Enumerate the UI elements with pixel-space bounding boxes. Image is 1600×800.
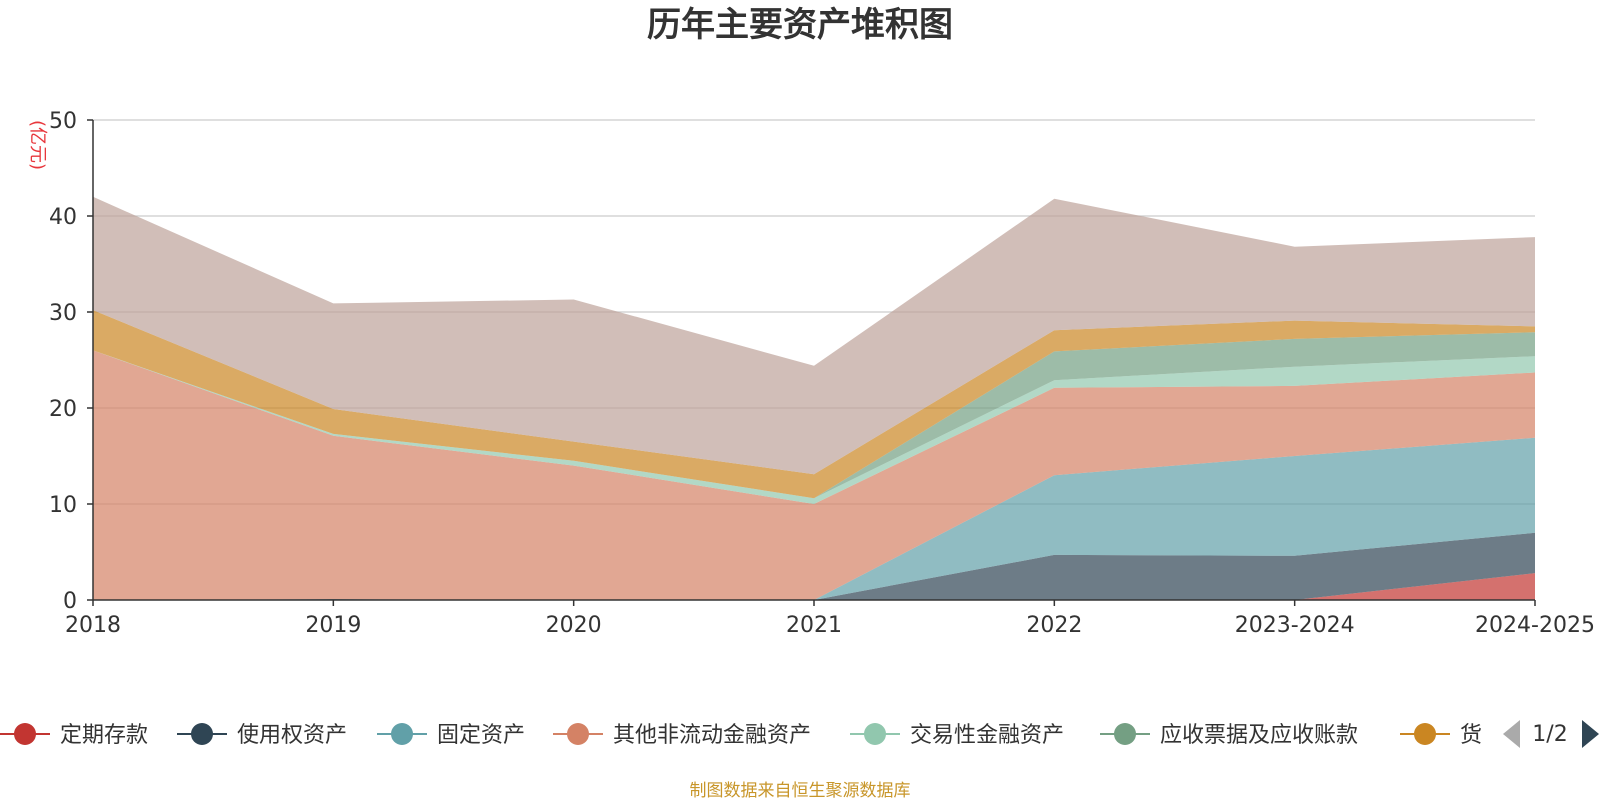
y-tick-labels: 0 10 20 30 40 50 — [49, 109, 93, 614]
legend-marker-icon — [14, 723, 36, 745]
legend-label: 固定资产 — [437, 723, 525, 748]
x-tick-label: 2018 — [65, 613, 121, 638]
area-series-使用权资产 — [93, 532, 1535, 600]
area-series — [93, 196, 1535, 600]
source-note: 制图数据来自恒生聚源数据库 — [690, 781, 911, 800]
legend-prev-page-icon[interactable] — [1503, 720, 1520, 748]
y-tick-label: 30 — [49, 301, 77, 326]
area-series-其他非流动金融资产 — [93, 350, 1535, 600]
x-tick-label: 2024-2025 — [1475, 613, 1595, 638]
legend-marker-icon — [1114, 723, 1136, 745]
legend-label: 使用权资产 — [237, 723, 347, 748]
x-tick-label: 2021 — [786, 613, 842, 638]
legend: 定期存款 使用权资产 固定资产 其他非流动金融资产 交易性金融资产 应收票据及应收账款 货 — [0, 723, 1482, 748]
x-tick-label: 2023-2024 — [1235, 613, 1355, 638]
legend-item[interactable]: 其他非流动金融资产 — [553, 723, 811, 748]
legend-marker-icon — [864, 723, 886, 745]
legend-item[interactable]: 固定资产 — [377, 723, 525, 748]
area-series-固定资产 — [93, 437, 1535, 600]
area-series-货币资金 — [93, 310, 1535, 499]
legend-label: 定期存款 — [60, 723, 148, 748]
area-series-交易性金融资产 — [93, 350, 1535, 504]
area-series-定期存款 — [93, 573, 1535, 600]
y-tick-label: 0 — [63, 589, 77, 614]
legend-marker-icon — [391, 723, 413, 745]
legend-item[interactable]: 使用权资产 — [177, 723, 347, 748]
area-series-其他 — [93, 196, 1535, 475]
x-tick-label: 2019 — [305, 613, 361, 638]
x-tick-label: 2022 — [1026, 613, 1082, 638]
legend-label: 货 — [1460, 723, 1482, 748]
x-tick-labels: 2018 2019 2020 2021 2022 2023-2024 2024-2025 — [65, 600, 1595, 638]
x-tick-label: 2020 — [546, 613, 602, 638]
legend-item[interactable]: 定期存款 — [0, 723, 148, 748]
legend-label: 其他非流动金融资产 — [613, 723, 811, 748]
legend-page-indicator: 1/2 — [1532, 722, 1567, 747]
area-series-应收票据及应收账款 — [93, 332, 1535, 499]
legend-label: 交易性金融资产 — [910, 723, 1064, 748]
legend-marker-icon — [1414, 723, 1436, 745]
y-tick-label: 50 — [49, 109, 77, 134]
legend-label: 应收票据及应收账款 — [1160, 723, 1358, 748]
legend-marker-icon — [191, 723, 213, 745]
legend-marker-icon — [567, 723, 589, 745]
legend-item[interactable]: 应收票据及应收账款 — [1100, 723, 1358, 748]
y-tick-label: 40 — [49, 205, 77, 230]
y-tick-label: 20 — [49, 397, 77, 422]
legend-item[interactable]: 货 — [1400, 723, 1482, 748]
y-tick-label: 10 — [49, 493, 77, 518]
legend-pager: 1/2 — [1503, 720, 1599, 748]
y-unit-label: (亿元) — [27, 120, 48, 170]
legend-item[interactable]: 交易性金融资产 — [850, 723, 1064, 748]
legend-next-page-icon[interactable] — [1582, 720, 1599, 748]
chart-title: 历年主要资产堆积图 — [647, 5, 953, 45]
